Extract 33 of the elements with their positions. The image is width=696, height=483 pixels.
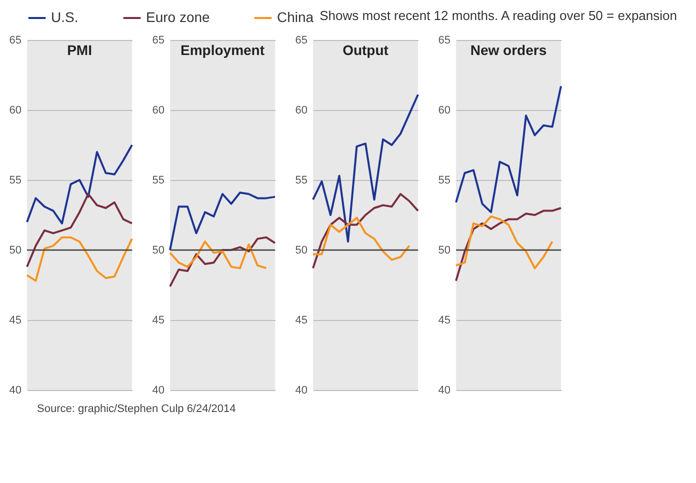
y-tick-label: 60 (295, 104, 308, 116)
y-tick-label: 60 (9, 104, 22, 116)
legend-label: U.S. (51, 9, 78, 25)
chart-title: Output (342, 42, 389, 58)
text: Shows most recent 12 months. A reading over 50 = expansion (320, 8, 677, 23)
y-tick-label: 60 (152, 104, 164, 116)
y-tick-label: 55 (295, 174, 308, 186)
y-tick-label: 55 (438, 174, 450, 186)
y-tick-label: 50 (9, 244, 22, 256)
y-tick-label: 55 (9, 174, 22, 186)
y-tick-label: 65 (152, 34, 164, 46)
y-tick-label: 50 (295, 244, 308, 256)
y-tick-label: 45 (152, 314, 164, 326)
y-tick-label: 50 (152, 244, 164, 256)
y-tick-label: 65 (438, 34, 450, 46)
y-tick-label: 45 (295, 314, 308, 326)
y-tick-label: 55 (152, 174, 164, 186)
y-tick-label: 45 (438, 314, 450, 326)
y-tick-label: 40 (438, 384, 450, 396)
legend-label: Euro zone (146, 9, 210, 25)
y-tick-label: 50 (438, 244, 450, 256)
y-tick-label: 60 (438, 104, 450, 116)
legend-label: China (277, 9, 314, 25)
y-tick-label: 40 (295, 384, 308, 396)
y-tick-label: 40 (9, 384, 22, 396)
y-tick-label: 40 (152, 384, 164, 396)
y-tick-label: 45 (9, 314, 22, 326)
y-tick-label: 65 (295, 34, 308, 46)
y-tick-label: 65 (9, 34, 22, 46)
chart-title: Employment (180, 42, 265, 58)
chart-title: PMI (67, 42, 92, 58)
chart-title: New orders (470, 42, 547, 58)
source-note: Source: graphic/Stephen Culp 6/24/2014 (37, 403, 236, 415)
